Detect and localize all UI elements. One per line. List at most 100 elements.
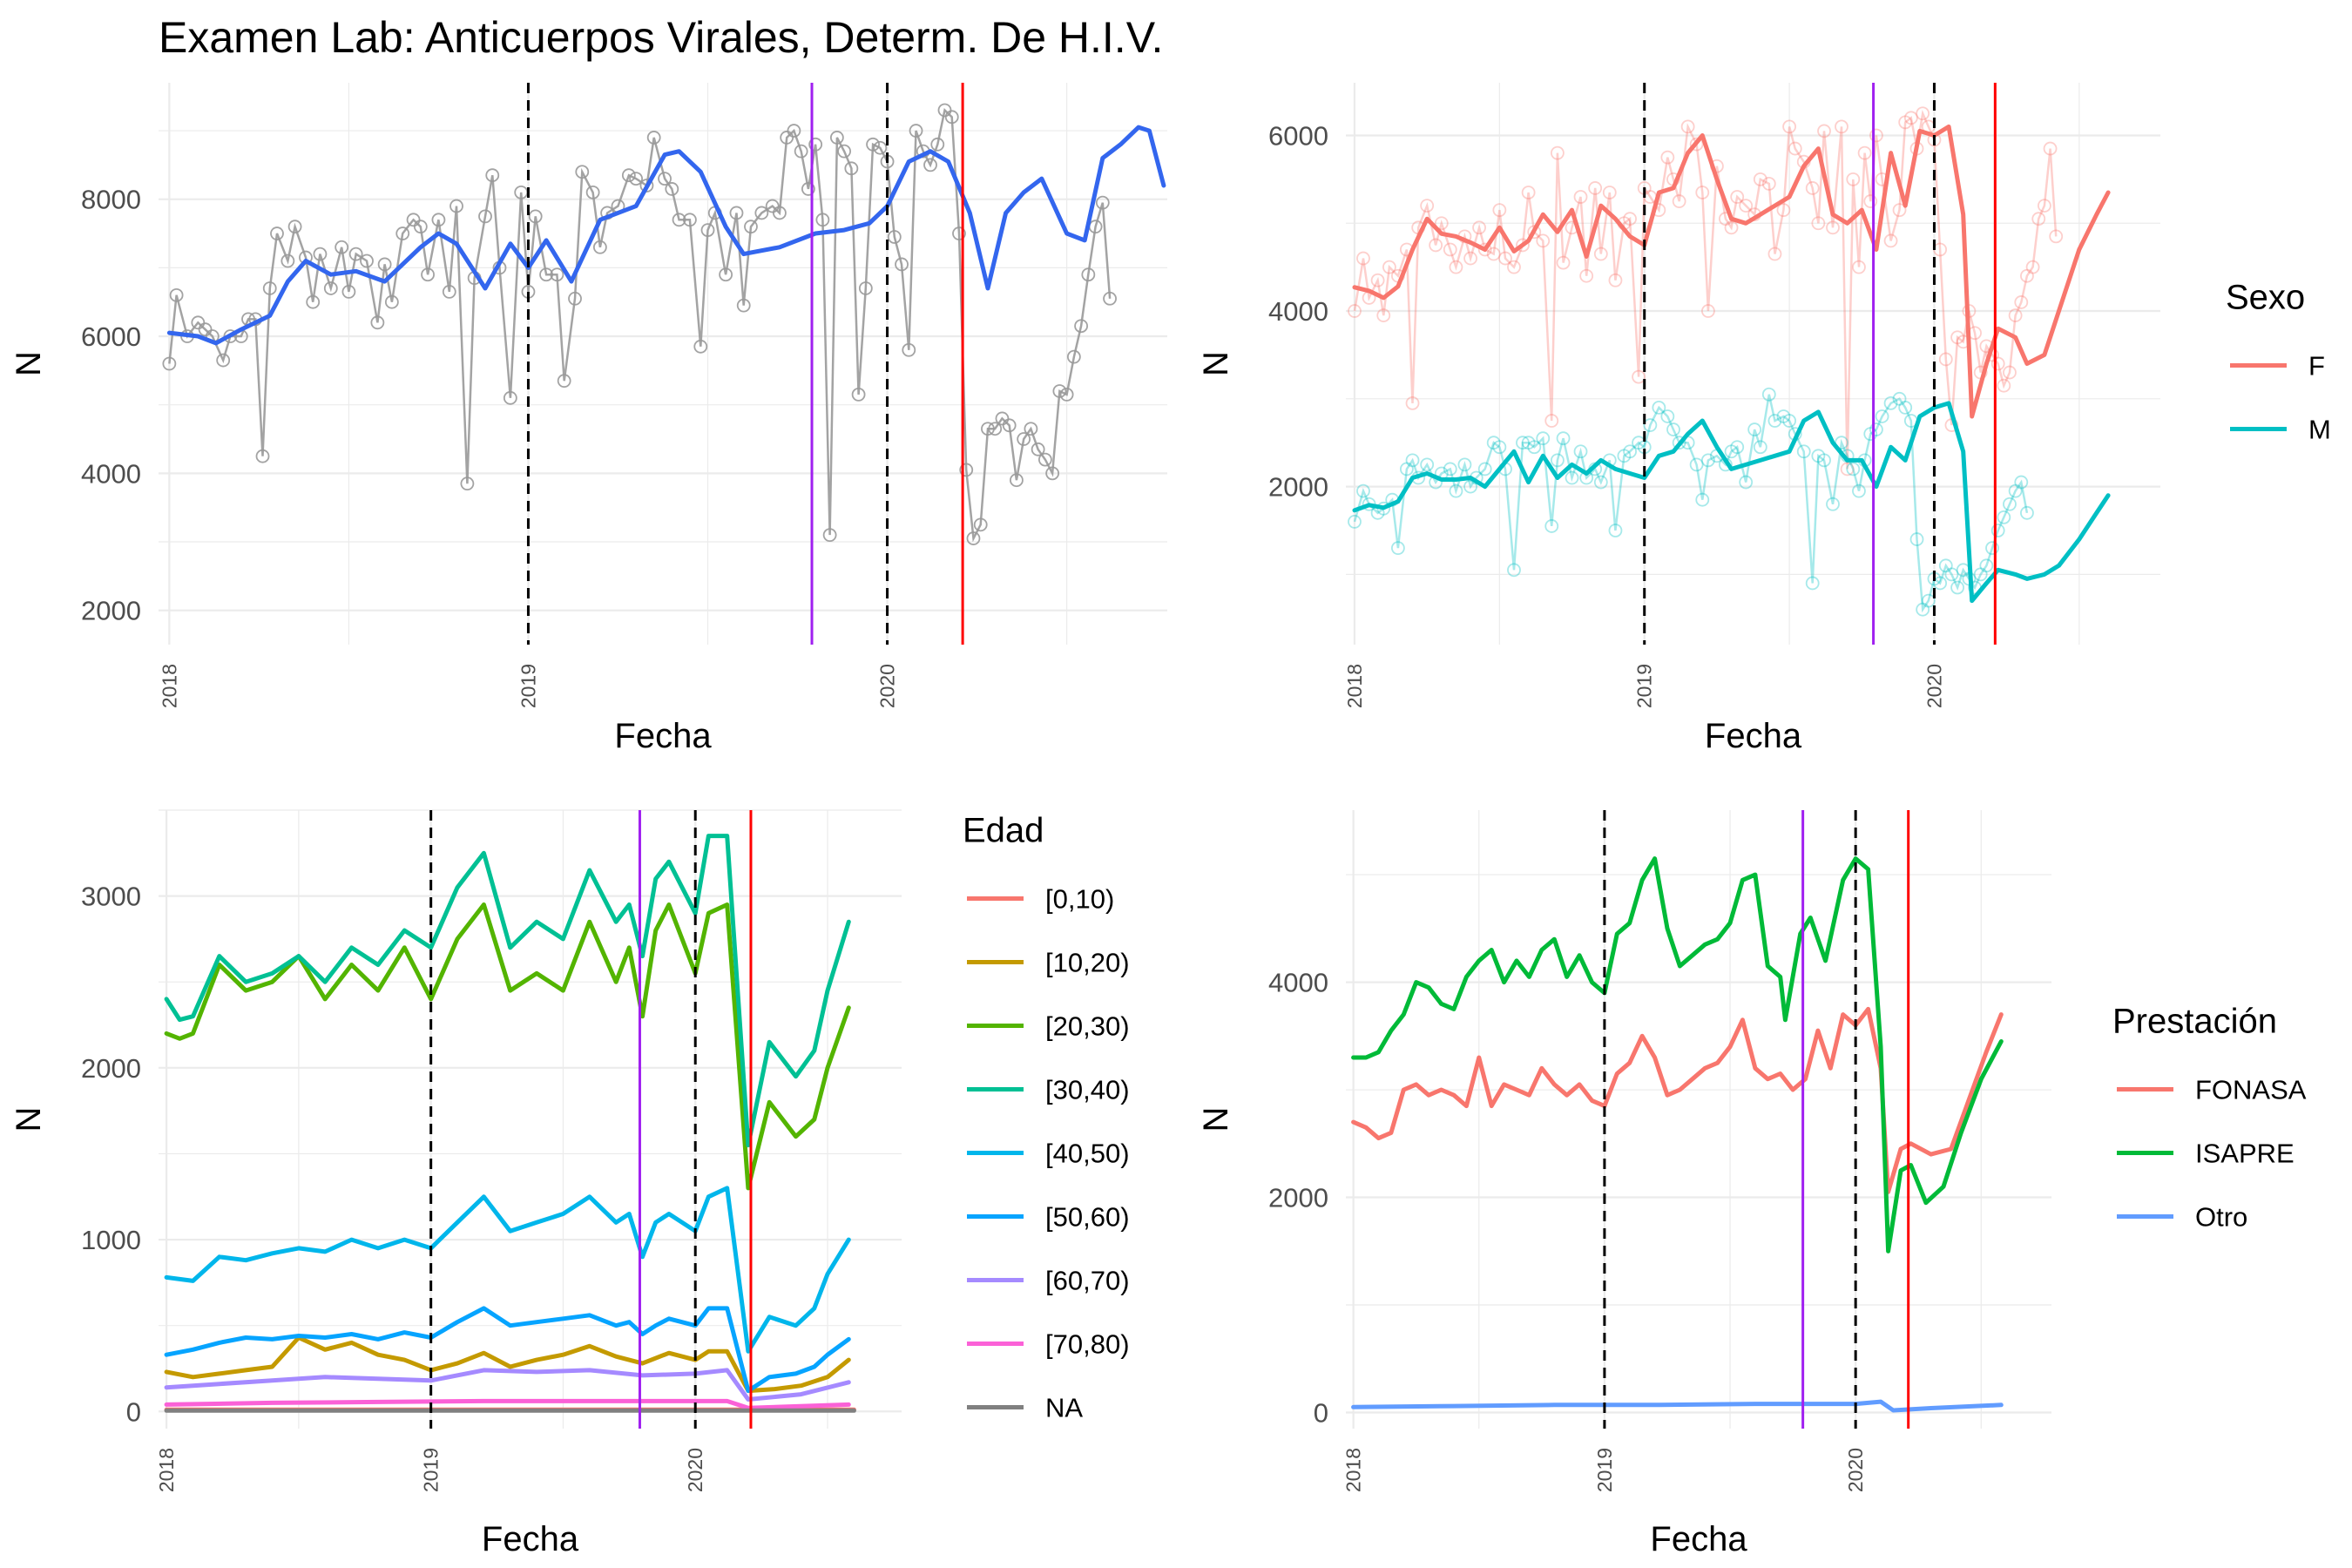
raw-point [1938,558,1953,573]
raw-point [683,213,697,227]
raw-point [1701,304,1715,318]
raw-point [1376,308,1391,322]
y-axis-title: N [10,351,48,376]
raw-point [262,281,277,295]
main-title: Examen Lab: Anticuerpos Virales, Determ.… [159,13,1164,62]
x-tick-label: 2020 [1923,664,1945,708]
legend-label: ISAPRE [2195,1139,2295,1169]
x-tick-label: 2018 [1343,664,1366,708]
raw-point [1348,304,1362,318]
raw-point [162,356,177,371]
raw-point [1796,444,1811,459]
grid [1346,810,2051,1429]
raw-point [1370,273,1385,287]
raw-point [1990,356,2005,371]
raw-point [1010,473,1024,488]
raw-point [1593,475,1608,490]
raw-point [1997,378,2011,393]
raw-point [981,422,995,436]
raw-point [1846,462,1861,476]
raw-point [1420,457,1435,472]
raw-point [1730,190,1745,204]
raw-point [2043,141,2058,156]
y-tick-label: 3000 [81,882,141,912]
raw-point [1579,268,1594,283]
legend-label: [30,40) [1045,1075,1130,1105]
x-axis-title: Fecha [614,717,712,755]
raw-point [1652,400,1666,415]
trend-line-[60,70) [164,1368,851,1402]
raw-point [370,315,385,330]
raw-point [665,182,679,196]
raw-point [923,158,937,172]
raw-point [801,182,815,196]
raw-point [1429,238,1443,253]
legend-label: [0,10) [1045,884,1114,915]
raw-point [1477,242,1492,257]
legend: Sexo F M [2226,279,2331,445]
legend-label: NA [1045,1393,1083,1423]
raw-point [1492,203,1507,218]
raw-point [280,253,295,268]
raw-point [952,226,966,240]
raw-point [1443,242,1457,257]
raw-point [1811,449,1826,463]
raw-point [406,213,421,227]
raw-point [1753,440,1767,455]
raw-point [1776,203,1791,218]
trend-line-total [166,125,1166,346]
panel-sexo: 2000 4000 6000 2018 2019 2020 Fecha N Sexo F M [1197,83,2331,755]
raw-point [1405,395,1420,410]
raw-point [1883,233,1898,248]
raw-point [528,209,543,224]
raw-point [1909,532,1924,546]
raw-point [1903,111,1918,125]
raw-point [1805,181,1820,195]
y-tick-label: 6000 [1268,120,1328,151]
trend-line-[30,40) [164,834,851,1148]
raw-point [822,528,837,543]
trend-line-[20,30) [164,902,851,1191]
raw-point [1782,414,1796,428]
raw-point [1573,190,1588,204]
raw-point [873,140,888,155]
raw-point [503,390,517,405]
raw-point [1390,541,1405,556]
raw-point [1017,432,1031,446]
raw-point [1486,436,1501,450]
raw-point [909,124,923,138]
raw-point [1933,576,1948,591]
raw-point [1002,418,1017,433]
legend-label: [10,20) [1045,948,1130,978]
raw-point [837,144,852,159]
raw-point [1869,128,1883,143]
raw-point [1556,431,1571,446]
raw-point [1846,172,1861,186]
raw-point [866,137,880,152]
raw-point [169,287,184,302]
raw-point [1857,145,1872,160]
raw-point [1660,409,1675,423]
y-axis-title: N [10,1107,48,1132]
raw-point [323,281,338,295]
raw-point [1356,483,1370,498]
raw-point [672,213,686,227]
raw-point [1498,251,1512,266]
raw-point [1950,580,1964,595]
raw-point [1081,267,1096,282]
x-tick-label: 2020 [1844,1448,1867,1492]
raw-point [1516,436,1530,450]
raw-point [1593,247,1608,261]
raw-point [431,213,446,227]
raw-point [1782,119,1796,134]
raw-point [2003,365,2017,380]
raw-point [313,247,328,261]
raw-point [348,247,363,261]
raw-point [902,342,916,357]
y-tick-label: 2000 [1268,1183,1328,1213]
legend-label: M [2308,415,2331,445]
raw-point [478,209,492,224]
y-tick-label: 0 [1314,1397,1328,1428]
